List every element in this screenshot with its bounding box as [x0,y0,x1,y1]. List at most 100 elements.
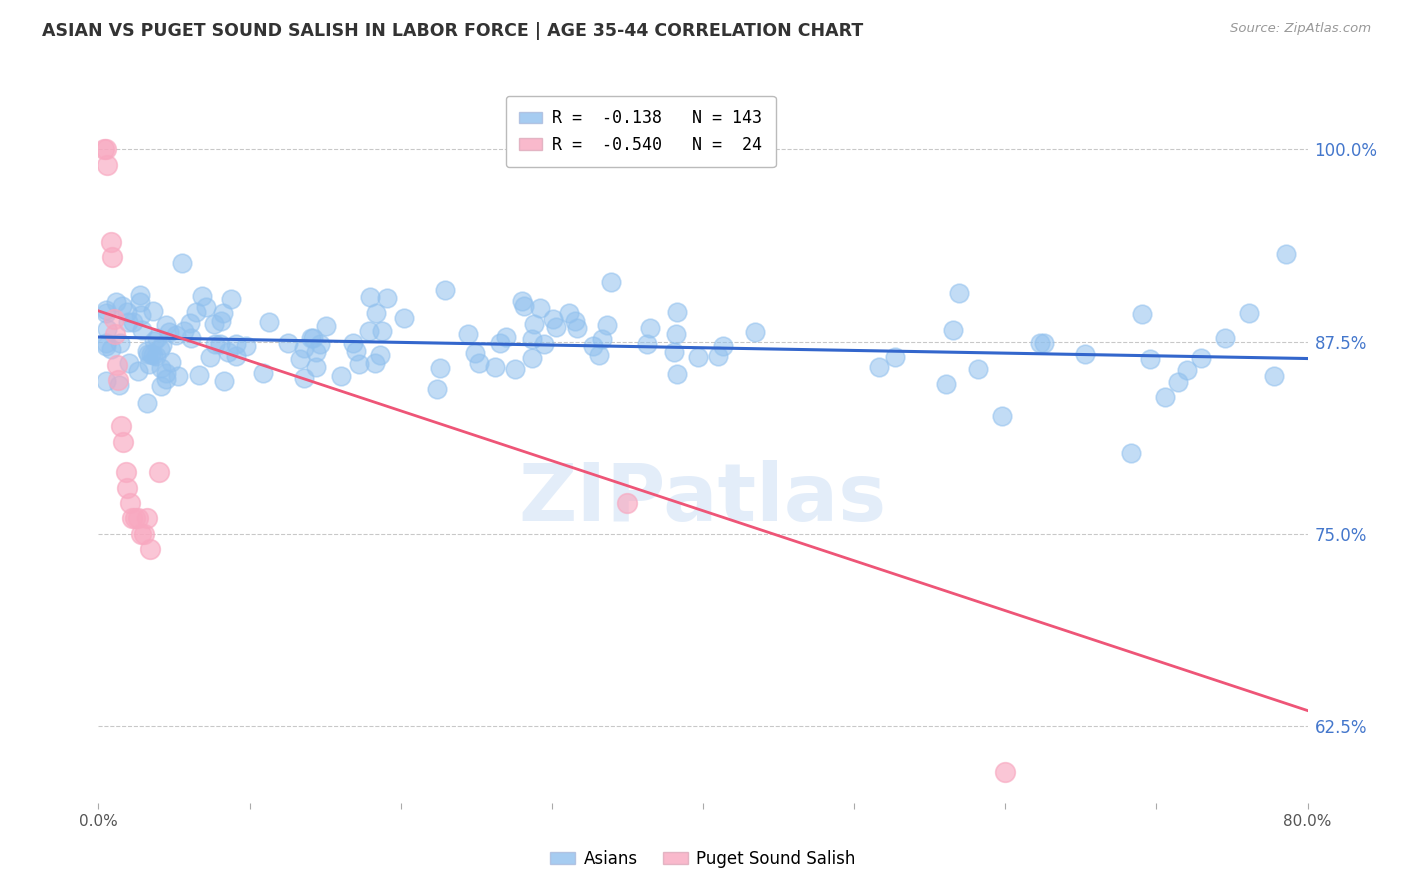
Point [138,357,160,371]
Point [468,356,491,370]
Point [292,371,315,385]
Point [212,306,235,320]
Point [429,361,451,376]
Point [143,334,166,348]
Point [1073,347,1095,361]
Point [139,542,162,557]
Point [103,311,125,326]
Point [121,315,143,329]
Point [368,348,391,362]
Point [128,288,150,302]
Point [1167,376,1189,390]
Point [638,321,661,335]
Point [1189,351,1212,366]
Point [209,313,232,327]
Point [217,345,239,359]
Point [299,331,322,345]
Point [157,325,180,339]
Point [991,409,1014,423]
Point [190,289,212,303]
Point [94,143,117,157]
Point [883,350,905,364]
Point [115,481,138,495]
Point [512,299,534,313]
Point [520,332,543,346]
Point [129,526,152,541]
Point [94,339,117,353]
Point [110,419,132,434]
Point [392,310,415,325]
Point [666,305,689,319]
Point [184,305,207,319]
Point [94,375,117,389]
Point [1263,369,1285,384]
Point [707,349,730,363]
Point [371,324,394,338]
Point [375,291,398,305]
Point [308,336,330,351]
Point [180,331,202,345]
Point [115,305,138,319]
Point [209,337,232,351]
Point [214,374,236,388]
Point [135,511,157,525]
Point [202,317,225,331]
Point [948,286,970,301]
Point [529,301,551,315]
Point [1033,336,1056,351]
Point [349,357,371,371]
Point [510,294,533,309]
Text: ZIPatlas: ZIPatlas [519,460,887,539]
Point [105,294,128,309]
Point [149,342,172,356]
Point [277,335,299,350]
Point [935,376,957,391]
Point [225,337,247,351]
Point [1175,363,1198,377]
Point [132,526,155,541]
Point [942,323,965,337]
Point [305,360,328,375]
Point [1029,336,1052,351]
Point [170,256,193,270]
Point [117,315,139,329]
Point [136,395,159,409]
Point [966,361,988,376]
Point [541,312,564,326]
Point [1239,306,1261,320]
Point [111,299,134,313]
Point [523,318,546,332]
Point [666,367,689,381]
Point [546,319,568,334]
Text: ASIAN VS PUGET SOUND SALISH IN LABOR FORCE | AGE 35-44 CORRELATION CHART: ASIAN VS PUGET SOUND SALISH IN LABOR FOR… [42,22,863,40]
Point [688,350,710,364]
Point [111,434,134,449]
Point [359,290,381,304]
Point [136,347,159,361]
Point [124,511,146,525]
Point [868,359,890,374]
Point [142,348,165,362]
Point [120,496,142,510]
Point [94,336,117,351]
Point [364,356,387,370]
Point [155,366,177,380]
Point [582,339,605,353]
Point [662,345,685,359]
Point [591,332,613,346]
Point [600,275,623,289]
Point [155,318,177,333]
Point [225,350,247,364]
Point [558,306,581,320]
Point [127,511,149,525]
Point [595,318,617,332]
Point [489,335,512,350]
Text: Source: ZipAtlas.com: Source: ZipAtlas.com [1230,22,1371,36]
Point [522,351,544,366]
Point [484,360,506,375]
Point [146,331,169,345]
Point [1154,390,1177,404]
Point [342,336,364,351]
Point [96,158,118,172]
Point [114,465,136,479]
